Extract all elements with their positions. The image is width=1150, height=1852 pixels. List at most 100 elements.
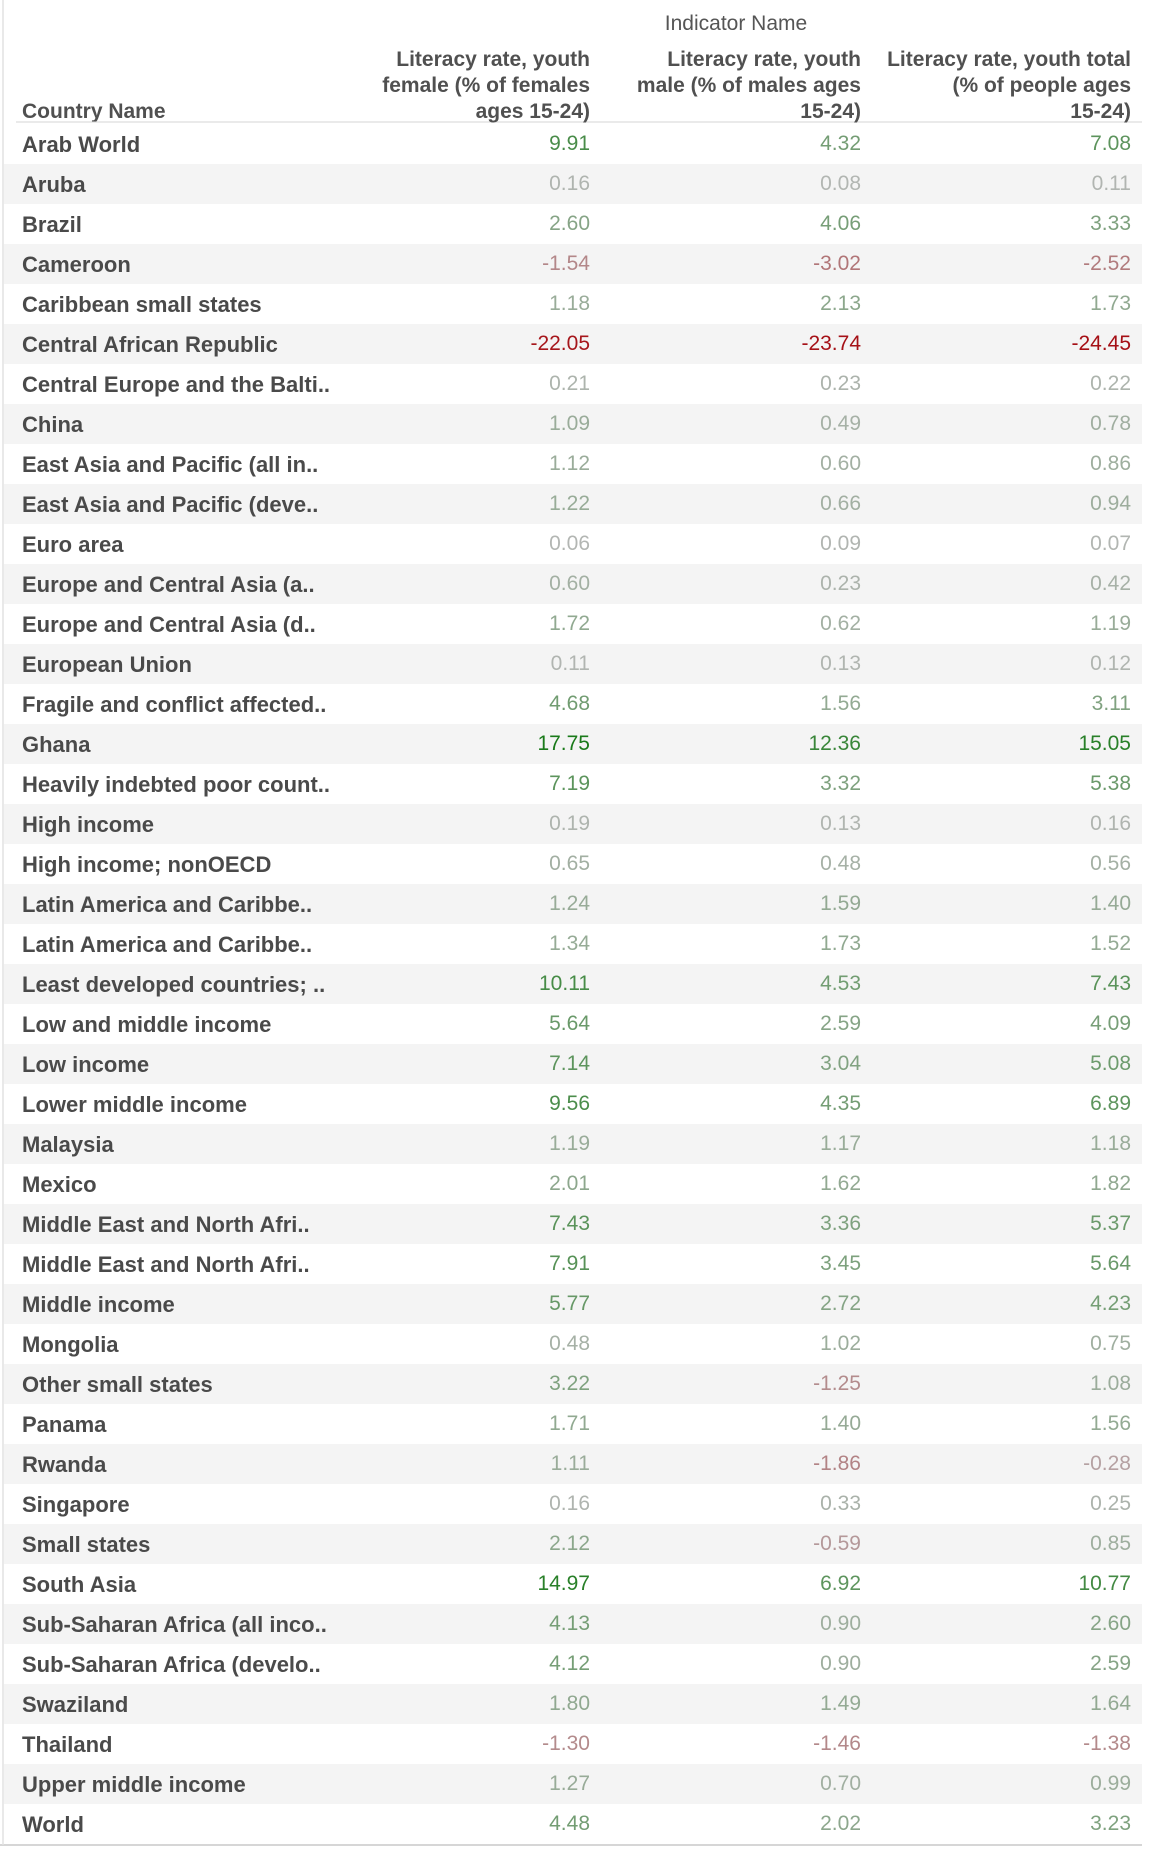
column-header-2-line-1: Literacy rate, youth bbox=[667, 48, 861, 71]
cell-value: -1.86 bbox=[813, 1452, 861, 1475]
cell-value: 1.40 bbox=[820, 1412, 861, 1435]
row-label: Middle East and North Afri.. bbox=[22, 1252, 310, 1277]
row-label: Brazil bbox=[22, 212, 82, 237]
cell-value: 3.11 bbox=[1092, 692, 1131, 715]
row-label: High income bbox=[22, 812, 154, 837]
row-band bbox=[4, 1364, 1142, 1404]
cell-value: 0.66 bbox=[820, 492, 861, 515]
column-header-2-line-2: male (% of males ages bbox=[637, 74, 861, 97]
cell-value: 0.48 bbox=[820, 852, 861, 875]
cell-value: 1.80 bbox=[549, 1692, 590, 1715]
cell-value: 1.12 bbox=[549, 452, 590, 475]
cell-value: -0.59 bbox=[813, 1532, 861, 1555]
row-label: Cameroon bbox=[22, 252, 131, 277]
cell-value: 1.59 bbox=[820, 892, 861, 915]
cell-value: -1.46 bbox=[813, 1732, 861, 1755]
column-header-2-line-3: 15-24) bbox=[800, 100, 861, 123]
cell-value: 1.49 bbox=[820, 1692, 861, 1715]
row-label: Middle income bbox=[22, 1292, 175, 1317]
cell-value: 4.06 bbox=[820, 212, 861, 235]
cell-value: 1.52 bbox=[1090, 932, 1131, 955]
row-label: Least developed countries; .. bbox=[22, 972, 325, 997]
cell-value: 1.27 bbox=[549, 1772, 590, 1795]
row-label: Upper middle income bbox=[22, 1772, 246, 1797]
cell-value: 7.43 bbox=[1090, 972, 1131, 995]
row-label: Arab World bbox=[22, 132, 140, 157]
table-rows: Arab World 9.91 4.32 7.08 Aruba 0.16 0.08 0.11 B… bbox=[22, 132, 1131, 1837]
row-band bbox=[4, 404, 1142, 444]
row-band bbox=[4, 1204, 1142, 1244]
cell-value: 2.12 bbox=[549, 1532, 590, 1555]
row-label: Fragile and conflict affected.. bbox=[22, 692, 326, 717]
cell-value: 2.01 bbox=[549, 1172, 590, 1195]
cell-value: 2.60 bbox=[549, 212, 590, 235]
row-label: Mexico bbox=[22, 1172, 97, 1197]
row-label: Middle East and North Afri.. bbox=[22, 1212, 310, 1237]
cell-value: 3.33 bbox=[1090, 212, 1131, 235]
cell-value: 0.94 bbox=[1090, 492, 1131, 515]
cell-value: 14.97 bbox=[537, 1572, 590, 1595]
row-band bbox=[4, 1044, 1142, 1084]
cell-value: -1.30 bbox=[542, 1732, 590, 1755]
cell-value: 1.08 bbox=[1090, 1372, 1131, 1395]
cell-value: 0.60 bbox=[820, 452, 861, 475]
cell-value: 10.77 bbox=[1078, 1572, 1131, 1595]
row-label: Europe and Central Asia (a.. bbox=[22, 572, 315, 597]
row-label: Small states bbox=[22, 1532, 150, 1557]
cell-value: 0.11 bbox=[1092, 172, 1131, 195]
cell-value: 0.11 bbox=[551, 652, 590, 675]
row-label: Rwanda bbox=[22, 1452, 107, 1477]
cell-value: 0.33 bbox=[820, 1492, 861, 1515]
row-band bbox=[4, 964, 1142, 1004]
cell-value: 1.82 bbox=[1090, 1172, 1131, 1195]
row-label: Euro area bbox=[22, 532, 124, 557]
row-band bbox=[4, 1604, 1142, 1644]
cell-value: 6.89 bbox=[1090, 1092, 1131, 1115]
column-header-1-line-2: female (% of females bbox=[382, 74, 590, 97]
cell-value: 0.85 bbox=[1090, 1532, 1131, 1555]
row-band bbox=[4, 564, 1142, 604]
cell-value: 0.90 bbox=[820, 1612, 861, 1635]
cell-value: 4.32 bbox=[820, 132, 861, 155]
cell-value: 3.22 bbox=[549, 1372, 590, 1395]
cell-value: 3.36 bbox=[820, 1212, 861, 1235]
table-header: Indicator Name Country Name Literacy rat… bbox=[16, 12, 1142, 123]
row-label: Singapore bbox=[22, 1492, 130, 1517]
cell-value: 4.48 bbox=[549, 1812, 590, 1835]
column-header-3-line-1: Literacy rate, youth total bbox=[887, 48, 1131, 71]
row-band bbox=[4, 484, 1142, 524]
cell-value: 0.49 bbox=[820, 412, 861, 435]
cell-value: 5.08 bbox=[1090, 1052, 1131, 1075]
cell-value: 3.45 bbox=[820, 1252, 861, 1275]
row-label: Latin America and Caribbe.. bbox=[22, 932, 312, 957]
cell-value: 0.16 bbox=[549, 172, 590, 195]
cell-value: 0.23 bbox=[820, 372, 861, 395]
row-label: High income; nonOECD bbox=[22, 852, 271, 877]
row-label: Central Europe and the Balti.. bbox=[22, 372, 330, 397]
row-band bbox=[4, 164, 1142, 204]
row-band bbox=[4, 1124, 1142, 1164]
cell-value: 0.16 bbox=[1090, 812, 1131, 835]
cell-value: 1.64 bbox=[1090, 1692, 1131, 1715]
cell-value: -0.28 bbox=[1083, 1452, 1131, 1475]
row-label: Central African Republic bbox=[22, 332, 278, 357]
super-header-indicator-name: Indicator Name bbox=[665, 12, 807, 35]
cell-value: 2.13 bbox=[820, 292, 861, 315]
row-label: South Asia bbox=[22, 1572, 137, 1597]
cell-value: 1.34 bbox=[549, 932, 590, 955]
cell-value: 7.14 bbox=[549, 1052, 590, 1075]
cell-value: 0.12 bbox=[1090, 652, 1131, 675]
cell-value: 0.22 bbox=[1090, 372, 1131, 395]
cell-value: 0.90 bbox=[820, 1652, 861, 1675]
row-band bbox=[4, 884, 1142, 924]
cell-value: 0.75 bbox=[1090, 1332, 1131, 1355]
cell-value: 0.09 bbox=[820, 532, 861, 555]
cell-value: 2.02 bbox=[820, 1812, 861, 1835]
cell-value: 9.91 bbox=[549, 132, 590, 155]
cell-value: -24.45 bbox=[1071, 332, 1131, 355]
cell-value: 1.73 bbox=[820, 932, 861, 955]
cell-value: 10.11 bbox=[539, 972, 590, 995]
cell-value: 3.23 bbox=[1090, 1812, 1131, 1835]
cell-value: -22.05 bbox=[530, 332, 590, 355]
row-label: East Asia and Pacific (all in.. bbox=[22, 452, 318, 477]
